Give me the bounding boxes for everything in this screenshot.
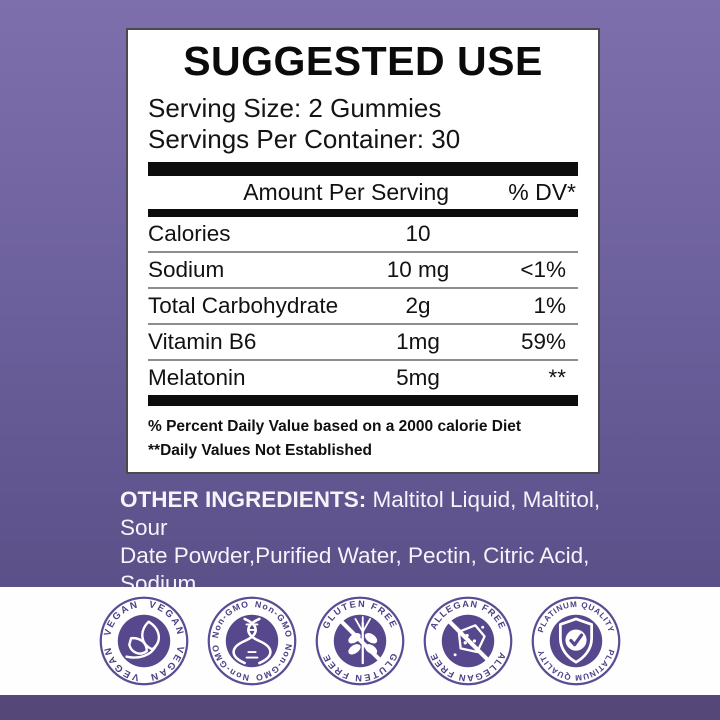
badge-strip: VEGAN VEGAN VEGAN VEGAN Non-GMO Non-GMO … bbox=[0, 587, 720, 695]
nutrient-name: Total Carbohydrate bbox=[148, 293, 339, 318]
facts-header-row: Amount Per Serving % DV* bbox=[148, 176, 578, 209]
nutrient-dv: 1% bbox=[533, 293, 566, 318]
dna-icon bbox=[232, 617, 272, 665]
nutrient-dv: ** bbox=[548, 365, 566, 390]
nutrient-amount: 5mg bbox=[396, 365, 440, 390]
supplement-facts-panel: SUGGESTED USE Serving Size: 2 Gummies Se… bbox=[126, 28, 600, 474]
servings-per-container-line: Servings Per Container: 30 bbox=[148, 124, 461, 154]
platinum-quality-badge: PLATINUM QUALITY PLATINUM QUALITY bbox=[530, 595, 622, 687]
table-row-vitamin-b6: Vitamin B6 1mg 59% bbox=[148, 323, 578, 359]
footnote-not-established: **Daily Values Not Established bbox=[148, 442, 372, 459]
daily-value-header: % DV* bbox=[508, 179, 576, 205]
table-row-calories: Calories 10 bbox=[148, 217, 578, 251]
nutrient-dv: <1% bbox=[520, 257, 566, 282]
allergen-slash-icon bbox=[447, 619, 491, 663]
nutrient-dv: 59% bbox=[520, 329, 566, 354]
table-row-melatonin: Melatonin 5mg ** bbox=[148, 359, 578, 395]
non-gmo-badge: Non-GMO Non-GMO Non-GMO Non-GMO bbox=[206, 595, 298, 687]
nutrient-amount: 10 bbox=[405, 221, 431, 246]
nutrient-name: Calories bbox=[148, 221, 231, 246]
leaf-icon bbox=[125, 620, 160, 659]
ingredients-lead: OTHER INGREDIENTS: bbox=[120, 487, 367, 512]
nutrient-name: Melatonin bbox=[148, 365, 246, 390]
vegan-badge: VEGAN VEGAN VEGAN VEGAN bbox=[98, 595, 190, 687]
nutrient-amount: 2g bbox=[405, 293, 431, 318]
nutrient-amount: 10 mg bbox=[386, 257, 450, 282]
footnotes: % Percent Daily Value based on a 2000 ca… bbox=[148, 415, 578, 463]
nutrient-name: Vitamin B6 bbox=[148, 329, 257, 354]
serving-size-line: Serving Size: 2 Gummies bbox=[148, 93, 442, 123]
divider-bar-thick bbox=[148, 162, 578, 176]
amount-per-serving-header: Amount Per Serving bbox=[243, 179, 450, 205]
ingredients-line-1: OTHER INGREDIENTS: Maltitol Liquid, Malt… bbox=[120, 486, 632, 542]
divider-bar-medium bbox=[148, 209, 578, 217]
table-row-total-carbohydrate: Total Carbohydrate 2g 1% bbox=[148, 287, 578, 323]
nutrient-name: Sodium bbox=[148, 257, 225, 282]
bottom-purple-bar bbox=[0, 695, 720, 720]
ingredients-line-2: Date Powder,Purified Water, Pectin, Citr… bbox=[120, 543, 590, 596]
ingredients-line-1-rest: Maltitol Liquid, Maltitol, Sour bbox=[120, 487, 601, 540]
panel-title: SUGGESTED USE bbox=[183, 38, 543, 84]
divider-bar-bottom bbox=[148, 395, 578, 406]
table-row-sodium: Sodium 10 mg <1% bbox=[148, 251, 578, 287]
nutrient-amount: 1mg bbox=[396, 329, 440, 354]
wheat-slash-icon bbox=[339, 616, 383, 665]
allegan-free-badge: ALLEGAN FREE ALLEGAN FREE bbox=[422, 595, 514, 687]
footnote-daily-value: % Percent Daily Value based on a 2000 ca… bbox=[148, 418, 522, 435]
gluten-free-badge: GLUTEN FREE GLUTEN FREE bbox=[314, 595, 406, 687]
shield-check-icon bbox=[558, 617, 594, 664]
